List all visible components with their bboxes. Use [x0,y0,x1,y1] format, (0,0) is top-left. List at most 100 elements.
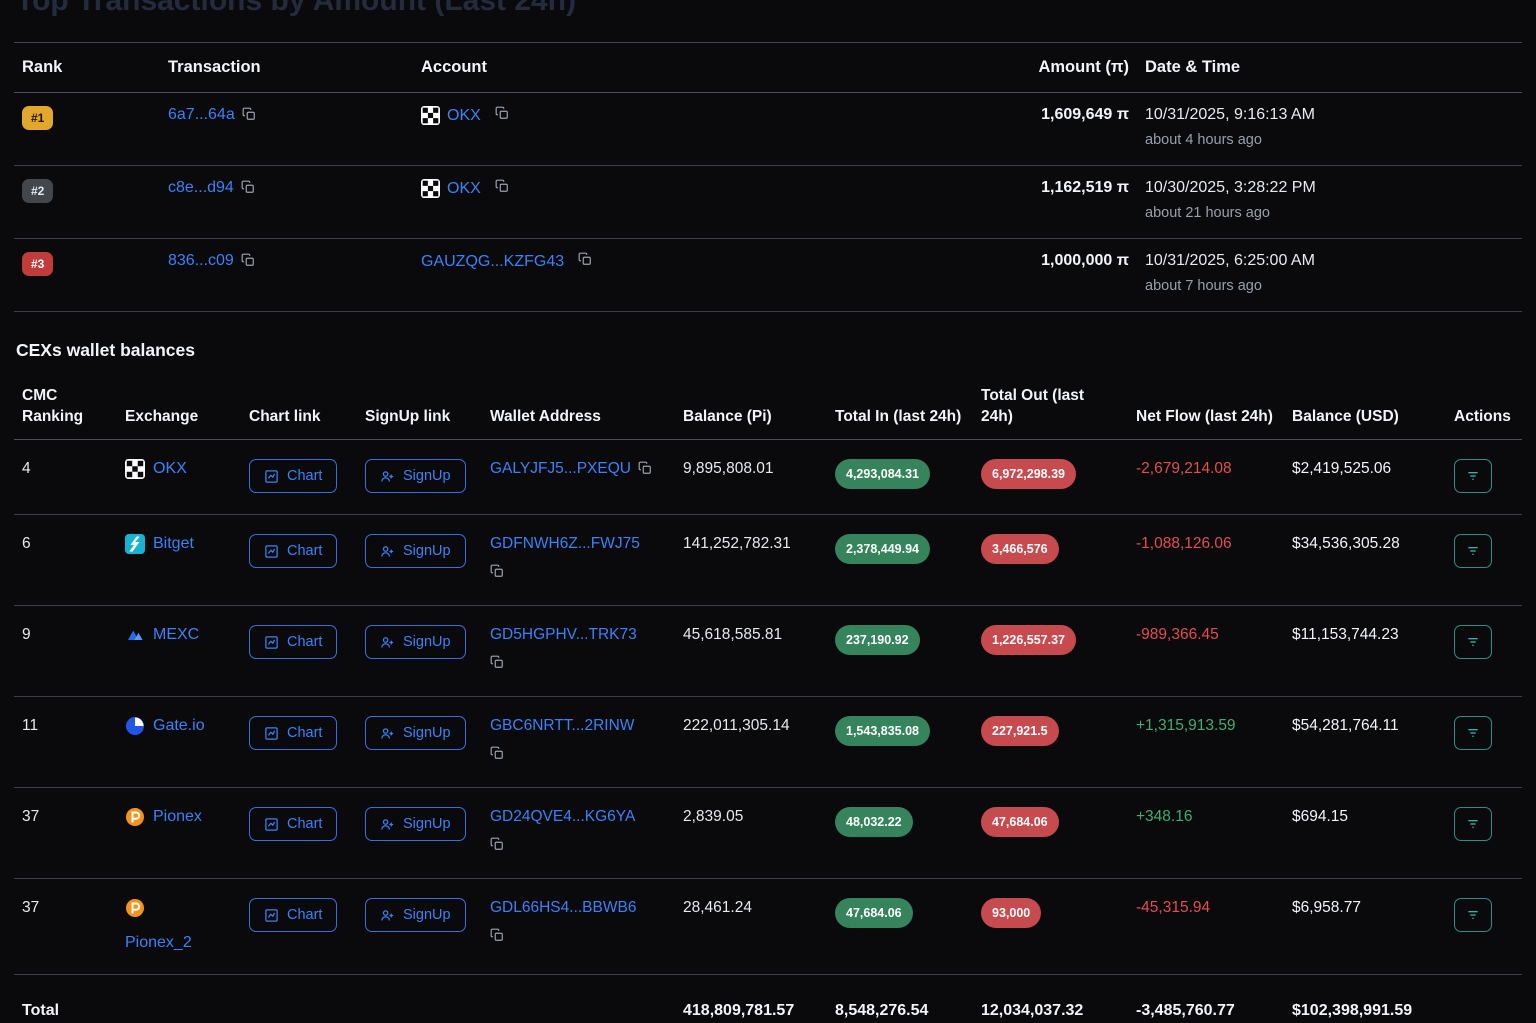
exchange-link[interactable]: Gate.io [153,716,205,736]
copy-icon[interactable] [490,746,667,766]
cmc-rank-value: 6 [14,515,117,606]
filter-icon [1465,543,1481,559]
table-row: #3 836...c09 GAUZQG...KZFG43 1,000,000 π… [14,239,1522,312]
table-row: 9 MEXC Chart SignUp GD5HGPHV...TRK73 45,… [14,606,1522,697]
chart-button[interactable]: Chart [249,898,337,932]
row-actions-button[interactable] [1454,898,1492,932]
row-actions-button[interactable] [1454,459,1492,493]
total-balance-pi: 418,809,781.57 [675,975,827,1023]
row-actions-button[interactable] [1454,625,1492,659]
copy-icon[interactable] [578,252,592,271]
transaction-link[interactable]: 836...c09 [168,252,234,269]
signup-button[interactable]: SignUp [365,534,466,568]
total-in-badge: 237,190.92 [835,625,920,655]
transaction-link[interactable]: c8e...d94 [168,179,234,196]
total-out-badge: 6,972,298.39 [981,459,1076,489]
wallet-address-link[interactable]: GBC6NRTT...2RINW [490,717,634,734]
col-header-exchange: Exchange [117,375,241,440]
chart-button[interactable]: Chart [249,716,337,750]
chart-icon [264,469,279,484]
amount-value: 1,609,649 π [845,93,1137,166]
transaction-link[interactable]: 6a7...64a [168,106,235,123]
signup-button[interactable]: SignUp [365,625,466,659]
copy-icon[interactable] [490,928,667,948]
net-flow-value: +348.16 [1128,788,1284,879]
copy-icon[interactable] [490,564,667,584]
table-row: #2 c8e...d94 OKX 1,162,519 π 10/30/2025,… [14,166,1522,239]
pionex-logo-icon [125,807,145,827]
table-row: 11 Gate.io Chart SignUp GBC6NRTT...2RINW… [14,697,1522,788]
rank-badge: #1 [22,106,53,130]
total-balance-usd: $102,398,991.59 [1284,975,1446,1023]
wallet-address-link[interactable]: GALYJFJ5...PXEQU [490,460,631,477]
signup-button[interactable]: SignUp [365,807,466,841]
copy-icon[interactable] [490,837,667,857]
filter-icon [1465,907,1481,923]
col-header-actions: Actions [1446,375,1522,440]
total-out-badge: 47,684.06 [981,807,1059,837]
person-add-icon [380,469,395,484]
copy-icon[interactable] [241,253,255,272]
total-in-badge: 4,293,084.31 [835,459,930,489]
row-actions-button[interactable] [1454,716,1492,750]
okx-logo-icon [421,106,440,125]
copy-icon[interactable] [241,180,255,199]
cmc-rank-value: 11 [14,697,117,788]
copy-icon[interactable] [242,107,256,126]
account-link[interactable]: GAUZQG...KZFG43 [421,253,564,271]
person-add-icon [380,544,395,559]
wallet-address-link[interactable]: GDFNWH6Z...FWJ75 [490,535,640,552]
row-actions-button[interactable] [1454,534,1492,568]
account-link[interactable]: OKX [447,180,481,198]
cmc-rank-value: 4 [14,440,117,515]
chart-icon [264,817,279,832]
copy-icon[interactable] [490,655,667,675]
exchange-link[interactable]: OKX [153,459,187,479]
amount-value: 1,162,519 π [845,166,1137,239]
col-header-cmc-ranking: CMC Ranking [14,375,117,440]
mexc-logo-icon [125,625,145,645]
account-link[interactable]: OKX [447,107,481,125]
copy-icon[interactable] [495,179,509,198]
signup-button[interactable]: SignUp [365,716,466,750]
filter-icon [1465,634,1481,650]
table-row: 37 Pionex Chart SignUp GD24QVE4...KG6YA … [14,788,1522,879]
exchange-link[interactable]: Pionex [153,807,202,827]
row-actions-button[interactable] [1454,807,1492,841]
net-flow-value: +1,315,913.59 [1128,697,1284,788]
chart-button[interactable]: Chart [249,534,337,568]
chart-button[interactable]: Chart [249,807,337,841]
col-header-balance-usd: Balance (USD) [1284,375,1446,440]
total-in-badge: 2,378,449.94 [835,534,930,564]
copy-icon[interactable] [638,461,652,481]
pionex-logo-icon [125,898,145,918]
col-header-total-out: Total Out (last 24h) [973,375,1128,440]
chart-icon [264,635,279,650]
person-add-icon [380,817,395,832]
filter-icon [1465,725,1481,741]
copy-icon[interactable] [495,106,509,125]
exchange-link[interactable]: Bitget [153,534,194,554]
col-header-rank: Rank [14,43,160,93]
balance-pi-value: 222,011,305.14 [675,697,827,788]
relative-time: about 4 hours ago [1145,132,1514,148]
total-net-flow: -3,485,760.77 [1128,975,1284,1023]
exchange-link[interactable]: MEXC [153,625,199,645]
col-header-datetime: Date & Time [1137,43,1522,93]
net-flow-value: -989,366.45 [1128,606,1284,697]
person-add-icon [380,726,395,741]
chart-button[interactable]: Chart [249,625,337,659]
page-root: Top Transactions by Amount (Last 24h) Ra… [0,0,1536,1023]
net-flow-value: -45,315.94 [1128,879,1284,975]
signup-button[interactable]: SignUp [365,459,466,493]
wallet-address-link[interactable]: GD5HGPHV...TRK73 [490,626,637,643]
rank-badge: #2 [22,179,53,203]
col-header-total-in: Total In (last 24h) [827,375,973,440]
wallet-address-link[interactable]: GDL66HS4...BBWB6 [490,899,636,916]
wallet-address-link[interactable]: GD24QVE4...KG6YA [490,808,635,825]
filter-icon [1465,816,1481,832]
signup-button[interactable]: SignUp [365,898,466,932]
balance-usd-value: $694.15 [1284,788,1446,879]
exchange-link[interactable]: Pionex_2 [125,933,233,953]
chart-button[interactable]: Chart [249,459,337,493]
